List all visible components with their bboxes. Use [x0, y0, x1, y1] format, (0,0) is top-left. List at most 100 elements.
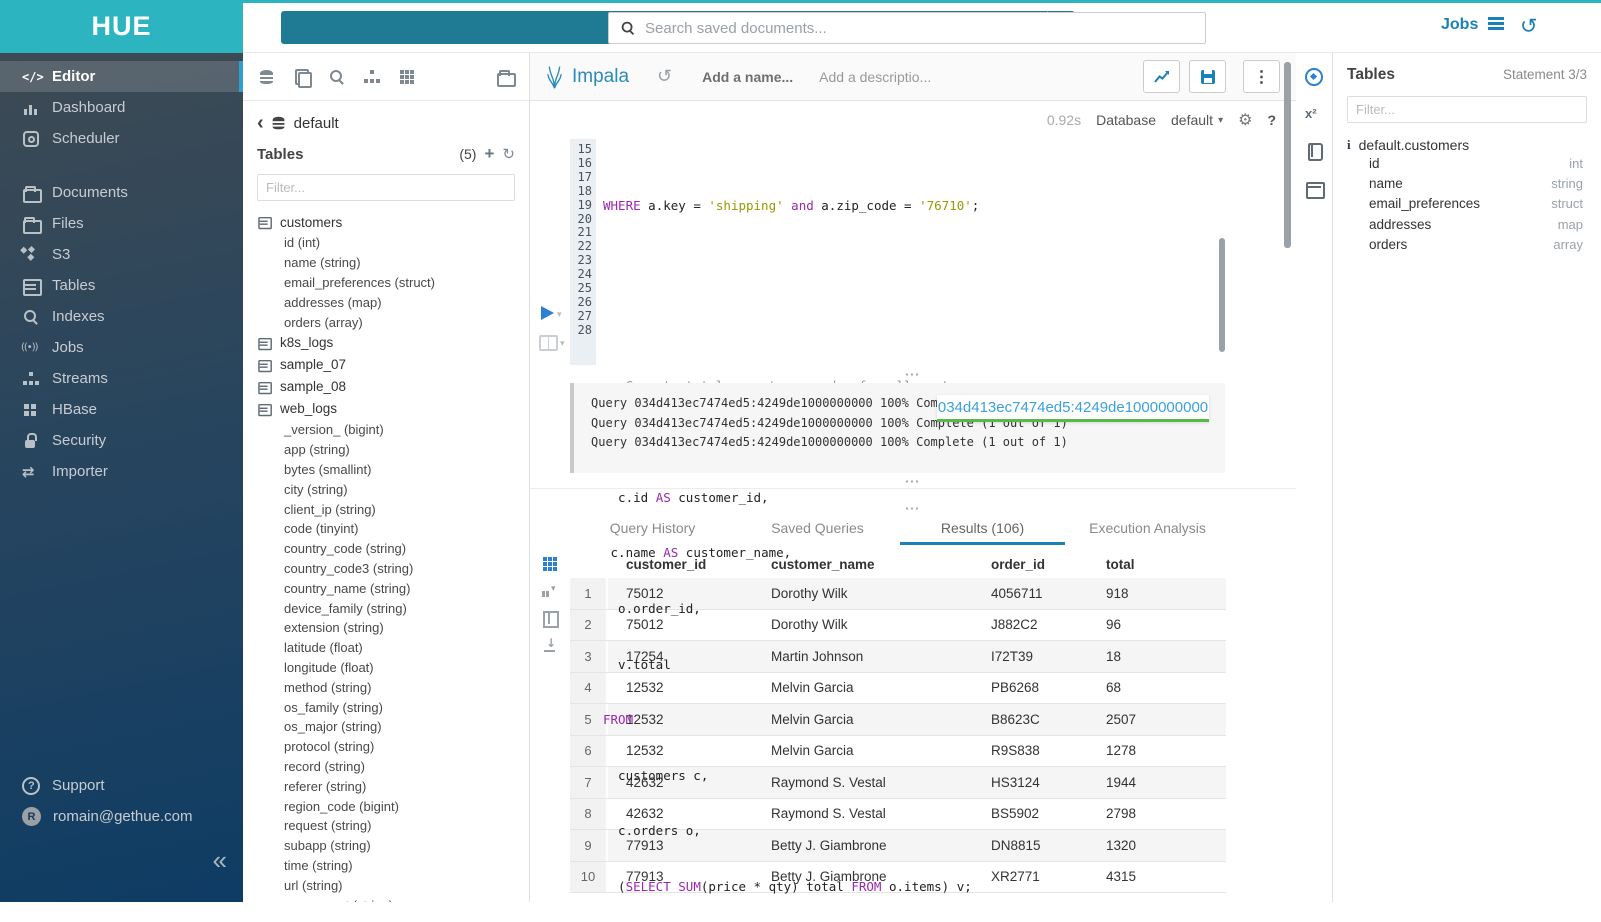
results-toolbar-icon[interactable] [541, 582, 559, 600]
sidebar-item[interactable]: Indexes [0, 301, 243, 332]
tree-column-row[interactable]: method (string) [284, 679, 372, 695]
column-header[interactable]: customer_name [771, 557, 875, 572]
tree-column-row[interactable]: request (string) [284, 818, 372, 834]
back-chevron-icon[interactable] [257, 116, 264, 130]
tree-column-row[interactable]: record (string) [284, 758, 365, 774]
column-header[interactable]: total [1106, 557, 1135, 572]
user-menu[interactable]: R romain@gethue.com [0, 801, 243, 832]
tree-column-row[interactable]: extension (string) [284, 620, 384, 636]
search-input[interactable] [645, 19, 1195, 37]
tree-table-row[interactable]: web_logs [257, 398, 529, 420]
sidebar-item[interactable]: Jobs [0, 332, 243, 363]
database-select[interactable]: default [1171, 112, 1223, 128]
tree-table-row[interactable]: sample_08 [257, 376, 529, 398]
doc-assist-caret[interactable]: ▾ [560, 338, 565, 348]
query-description-field[interactable]: Add a descriptio... [819, 68, 932, 85]
code-line[interactable]: (SELECT SUM(price * qty) total FROM o.it… [603, 879, 972, 895]
main-scrollbar[interactable] [1284, 62, 1291, 248]
table-row[interactable]: 7 42632 Raymond S. Vestal HS3124 1944 [570, 767, 1226, 799]
add-table-icon[interactable] [484, 144, 494, 164]
support-link[interactable]: Support [0, 770, 243, 801]
code-line[interactable]: v.total [603, 656, 671, 672]
table-row[interactable]: 8 42632 Raymond S. Vestal BS5902 2798 [570, 798, 1226, 830]
tree-column-row[interactable]: protocol (string) [284, 739, 375, 755]
database-name[interactable]: default [293, 114, 339, 132]
table-row[interactable]: 5 12532 Melvin Garcia B8623C 2507 [570, 704, 1226, 736]
tree-column-row[interactable]: latitude (float) [284, 640, 363, 656]
sidebar-item[interactable]: Streams [0, 363, 243, 394]
sidebar-item[interactable]: HBase [0, 394, 243, 425]
tree-column-row[interactable]: name (string) [284, 255, 361, 271]
code-editor[interactable]: ▾ ▾ 15 16 17 18 19 20 21 22 23 24 25 26 27 28 WHERE a… [530, 139, 1296, 893]
code-line[interactable]: c.id AS customer_id, [603, 489, 769, 505]
query-name-field[interactable]: Add a name... [702, 68, 794, 85]
right-filter-input[interactable] [1347, 96, 1587, 123]
table-row[interactable]: 10 77913 Betty J. Giambrone XR2771 4315 [570, 861, 1226, 893]
table-row[interactable]: 3 17254 Martin Johnson I72T39 18 [570, 641, 1226, 673]
tree-column-row[interactable]: orders (array) [284, 314, 363, 330]
column-header[interactable]: order_id [991, 557, 1046, 572]
sidebar-item[interactable]: Documents [0, 177, 243, 208]
tree-column-row[interactable]: os_family (string) [284, 699, 383, 715]
tab[interactable]: Execution Analysis [1089, 520, 1206, 536]
refresh-icon[interactable] [502, 145, 515, 163]
tree-column-row[interactable]: subapp (string) [284, 838, 371, 854]
column-row[interactable]: orders array [1347, 234, 1587, 254]
tree-column-row[interactable]: country_code (string) [284, 541, 407, 557]
sidebar-item[interactable]: Files [0, 208, 243, 239]
right-strip-icon[interactable] [1305, 105, 1323, 123]
results-toolbar-icon[interactable] [541, 555, 559, 573]
tree-column-row[interactable]: country_code3 (string) [284, 560, 414, 576]
assist-toolbar-icon[interactable] [398, 68, 416, 86]
sidebar-item[interactable]: Editor [0, 61, 243, 92]
tree-column-row[interactable]: city (string) [284, 481, 348, 497]
tab[interactable]: Saved Queries [771, 520, 864, 536]
query-id-tooltip[interactable]: 034d413ec7474ed5:4249de1000000000 [937, 395, 1209, 422]
doc-assist-icon[interactable] [539, 335, 558, 351]
tree-table-row[interactable]: sample_07 [257, 354, 529, 376]
tree-column-row[interactable]: region_code (bigint) [284, 798, 399, 814]
column-row[interactable]: name string [1347, 173, 1587, 193]
settings-gear-icon[interactable] [1238, 110, 1252, 130]
tree-column-row[interactable]: bytes (smallint) [284, 461, 372, 477]
code-line[interactable]: o.order_id, [603, 600, 701, 616]
tree-column-row[interactable]: url (string) [284, 877, 343, 893]
assist-toolbar-icon[interactable] [496, 68, 516, 87]
code-line[interactable]: WHERE a.key = 'shipping' and a.zip_code … [603, 197, 980, 213]
right-strip-icon[interactable] [1305, 142, 1323, 161]
table-filter-input[interactable] [257, 174, 515, 201]
tree-column-row[interactable]: client_ip (string) [284, 501, 376, 517]
chart-button[interactable] [1143, 60, 1180, 93]
more-actions-button[interactable] [1243, 60, 1280, 93]
sidebar-item[interactable]: Scheduler [0, 123, 243, 154]
execute-options-caret[interactable]: ▾ [557, 309, 562, 319]
code-line[interactable]: customers c, [603, 767, 709, 783]
sidebar-item[interactable]: Dashboard [0, 92, 243, 123]
right-strip-icon[interactable] [1305, 68, 1323, 86]
tree-table-row[interactable]: customers [257, 211, 529, 233]
resize-handle-bottom[interactable] [530, 473, 1296, 489]
history-icon[interactable] [1520, 14, 1538, 39]
tree-table-row[interactable]: k8s_logs [257, 332, 529, 354]
table-row[interactable]: 6 12532 Melvin Garcia R9S838 1278 [570, 735, 1226, 767]
tab[interactable]: Query History [609, 520, 696, 536]
table-row[interactable]: 4 12532 Melvin Garcia PB6268 68 [570, 672, 1226, 704]
column-header[interactable]: customer_id [626, 557, 707, 572]
save-button[interactable] [1189, 60, 1226, 93]
tree-column-row[interactable]: os_major (string) [284, 719, 382, 735]
tree-column-row[interactable]: email_preferences (struct) [284, 274, 435, 290]
global-search[interactable] [608, 12, 1206, 44]
editor-scrollbar[interactable] [1219, 238, 1225, 352]
code-line[interactable]: c.orders o, [603, 823, 701, 839]
help-icon[interactable] [1267, 112, 1276, 128]
info-icon[interactable] [1347, 137, 1351, 153]
table-row[interactable]: 9 77913 Betty J. Giambrone DN8815 1320 [570, 830, 1226, 862]
assist-toolbar-icon[interactable] [328, 68, 346, 86]
tree-column-row[interactable]: _version_ (bigint) [284, 422, 384, 438]
column-row[interactable]: addresses map [1347, 214, 1587, 234]
tree-column-row[interactable]: app (string) [284, 442, 350, 458]
engine-selector[interactable]: Impala [546, 64, 629, 90]
sidebar-item[interactable]: S3 [0, 239, 243, 270]
tree-column-row[interactable]: addresses (map) [284, 294, 382, 310]
tree-column-row[interactable]: code (tinyint) [284, 521, 359, 537]
